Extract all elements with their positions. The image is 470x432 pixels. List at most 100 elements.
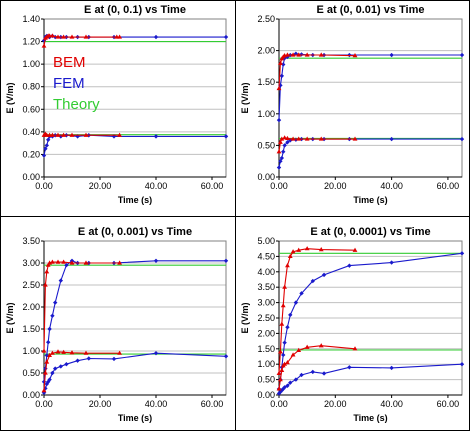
y-tick-label: 0.40 bbox=[22, 127, 40, 137]
data-point-bem bbox=[83, 34, 89, 39]
data-point-fem bbox=[321, 371, 327, 376]
y-tick-label: 1.00 bbox=[22, 346, 40, 356]
data-point-bem bbox=[61, 132, 66, 137]
x-tick-label: 0.00 bbox=[35, 181, 53, 191]
data-point-fem bbox=[282, 143, 287, 148]
data-point-bem bbox=[280, 303, 286, 308]
data-point-bem bbox=[69, 132, 75, 137]
data-point-fem bbox=[459, 362, 465, 367]
data-point-bem bbox=[45, 262, 51, 267]
data-point-fem bbox=[46, 340, 51, 345]
data-point-bem bbox=[352, 346, 358, 351]
y-tick-label: 0.60 bbox=[22, 104, 40, 114]
y-axis-label: E (V/m) bbox=[240, 302, 250, 333]
y-tick-label: 2.50 bbox=[257, 313, 275, 323]
data-point-bem bbox=[55, 349, 61, 354]
data-point-bem bbox=[44, 359, 50, 364]
x-tick-label: 60.00 bbox=[201, 399, 224, 409]
data-point-bem bbox=[287, 253, 293, 258]
x-tick-label: 40.00 bbox=[145, 181, 168, 191]
chart-svg: E at (0, 0.01) vs Time 0.00 0.50 1.00 1.50 2.… bbox=[240, 4, 465, 205]
data-point-bem bbox=[117, 132, 122, 137]
series-line-fem bbox=[278, 363, 463, 394]
data-point-fem bbox=[281, 149, 286, 154]
data-point-fem bbox=[299, 291, 304, 296]
data-point-bem bbox=[276, 149, 282, 154]
data-point-fem bbox=[223, 354, 229, 359]
data-point-fem bbox=[44, 381, 49, 387]
data-point-bem bbox=[117, 34, 122, 39]
data-point-fem bbox=[279, 155, 285, 161]
data-point-fem bbox=[47, 377, 52, 382]
y-tick-label: 4.50 bbox=[257, 251, 275, 261]
y-tick-label: 1.50 bbox=[257, 77, 275, 87]
data-point-fem bbox=[293, 300, 299, 305]
x-axis-label: Time (s) bbox=[118, 195, 152, 205]
data-point-bem bbox=[296, 136, 302, 141]
data-point-bem bbox=[83, 260, 89, 265]
data-point-fem bbox=[223, 258, 229, 263]
data-point-bem bbox=[41, 43, 47, 48]
data-point-bem bbox=[318, 343, 324, 348]
x-axis-label: Time (s) bbox=[118, 413, 152, 423]
x-tick-label: 20.00 bbox=[89, 399, 112, 409]
series-fem bbox=[276, 51, 465, 123]
data-point-fem bbox=[153, 351, 159, 356]
x-axis-label: Time (s) bbox=[353, 413, 387, 423]
data-point-bem bbox=[318, 247, 324, 252]
data-point-bem bbox=[278, 349, 283, 354]
data-point-bem bbox=[69, 350, 75, 355]
data-point-fem bbox=[44, 353, 49, 358]
data-point-fem bbox=[288, 312, 293, 318]
data-point-fem bbox=[58, 278, 63, 283]
plot-area bbox=[278, 18, 463, 178]
series-bem bbox=[41, 33, 122, 48]
chart-title: E at (0, 0.001) vs Time bbox=[78, 226, 192, 238]
y-tick-label: 4.00 bbox=[257, 267, 275, 277]
data-point-bem bbox=[318, 136, 324, 141]
data-point-fem bbox=[46, 137, 51, 142]
y-tick-label: 2.00 bbox=[22, 302, 40, 312]
data-point-fem bbox=[389, 260, 394, 265]
y-tick-label: 0.80 bbox=[22, 82, 40, 92]
data-point-fem bbox=[111, 356, 117, 362]
data-point-bem bbox=[352, 53, 358, 58]
y-axis-label: E (V/m) bbox=[240, 82, 250, 113]
y-tick-label: 1.00 bbox=[257, 359, 275, 369]
data-point-bem bbox=[285, 135, 290, 141]
data-point-fem bbox=[153, 258, 159, 263]
legend-item-fem: FEM bbox=[53, 75, 85, 92]
data-point-bem bbox=[61, 349, 66, 354]
data-point-bem bbox=[285, 263, 290, 268]
y-tick-label: 3.50 bbox=[22, 236, 40, 246]
series-line-fem bbox=[43, 260, 226, 382]
x-tick-label: 60.00 bbox=[437, 399, 460, 409]
data-point-bem bbox=[296, 52, 302, 57]
series-line-bem bbox=[278, 248, 356, 374]
data-point-bem bbox=[55, 34, 61, 39]
legend-item-theory: Theory bbox=[53, 96, 100, 113]
chart-svg: E at (0, 0.0001) vs Time 0.00 0.50 1.00 1.50… bbox=[240, 226, 465, 423]
y-tick-label: 1.50 bbox=[22, 324, 40, 334]
data-point-fem bbox=[75, 134, 80, 139]
series-bem bbox=[41, 131, 122, 137]
y-axis-label: E (V/m) bbox=[5, 82, 15, 113]
data-point-fem bbox=[58, 364, 63, 369]
y-tick-label: 0.00 bbox=[22, 172, 40, 182]
y-tick-label: 5.00 bbox=[257, 236, 275, 246]
data-point-fem bbox=[43, 146, 48, 151]
data-point-bem bbox=[69, 34, 75, 39]
data-point-fem bbox=[310, 369, 315, 375]
data-point-bem bbox=[290, 249, 296, 254]
x-tick-label: 0.00 bbox=[35, 399, 53, 409]
series-line-fem bbox=[278, 53, 462, 121]
series-fem bbox=[41, 258, 229, 384]
data-point-bem bbox=[83, 350, 89, 355]
x-tick-label: 40.00 bbox=[380, 399, 403, 409]
data-point-bem bbox=[285, 360, 290, 365]
data-point-fem bbox=[281, 352, 286, 358]
series-fem bbox=[276, 136, 465, 170]
y-tick-label: 1.50 bbox=[257, 344, 275, 354]
x-tick-label: 40.00 bbox=[145, 399, 168, 409]
data-point-bem bbox=[282, 135, 288, 140]
